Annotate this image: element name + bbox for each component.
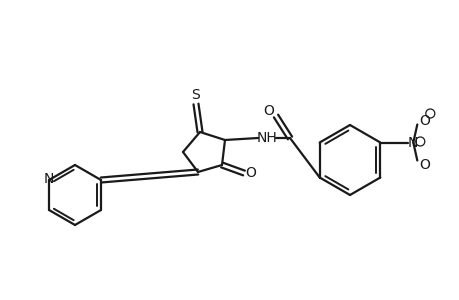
- Text: N: N: [407, 136, 418, 149]
- Text: O: O: [263, 104, 274, 118]
- Text: O: O: [418, 113, 429, 128]
- Text: N: N: [44, 172, 54, 186]
- Text: O: O: [245, 166, 256, 180]
- Text: O: O: [418, 158, 429, 172]
- Text: NH: NH: [256, 131, 277, 145]
- Text: S: S: [191, 88, 200, 102]
